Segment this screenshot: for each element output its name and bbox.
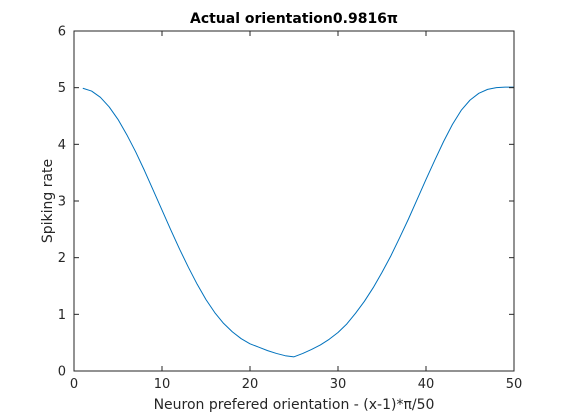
x-tick-label: 40 bbox=[418, 377, 435, 392]
y-tick-label: 0 bbox=[58, 365, 66, 380]
x-tick-label: 50 bbox=[506, 377, 523, 392]
chart-title: Actual orientation0.9816π bbox=[190, 11, 398, 27]
x-tick-label: 30 bbox=[330, 377, 347, 392]
x-tick-label: 20 bbox=[242, 377, 259, 392]
spiking-rate-line bbox=[82, 86, 514, 358]
y-tick-label: 1 bbox=[58, 308, 66, 323]
x-axis-ticks: 0 10 20 30 40 50 bbox=[70, 31, 522, 392]
axes-background bbox=[74, 31, 514, 371]
x-tick-label: 0 bbox=[70, 377, 78, 392]
y-axis-label: Spiking rate bbox=[40, 159, 56, 243]
x-tick-label: 10 bbox=[154, 377, 171, 392]
y-tick-label: 3 bbox=[58, 195, 66, 210]
y-axis-ticks: 0 1 2 3 4 5 6 bbox=[58, 25, 514, 380]
y-tick-label: 2 bbox=[58, 251, 66, 266]
y-tick-label: 4 bbox=[58, 138, 66, 153]
x-axis-label: Neuron prefered orientation - (x-1)*π/50 bbox=[154, 397, 435, 413]
y-tick-label: 6 bbox=[58, 25, 66, 40]
y-tick-label: 5 bbox=[58, 81, 66, 96]
